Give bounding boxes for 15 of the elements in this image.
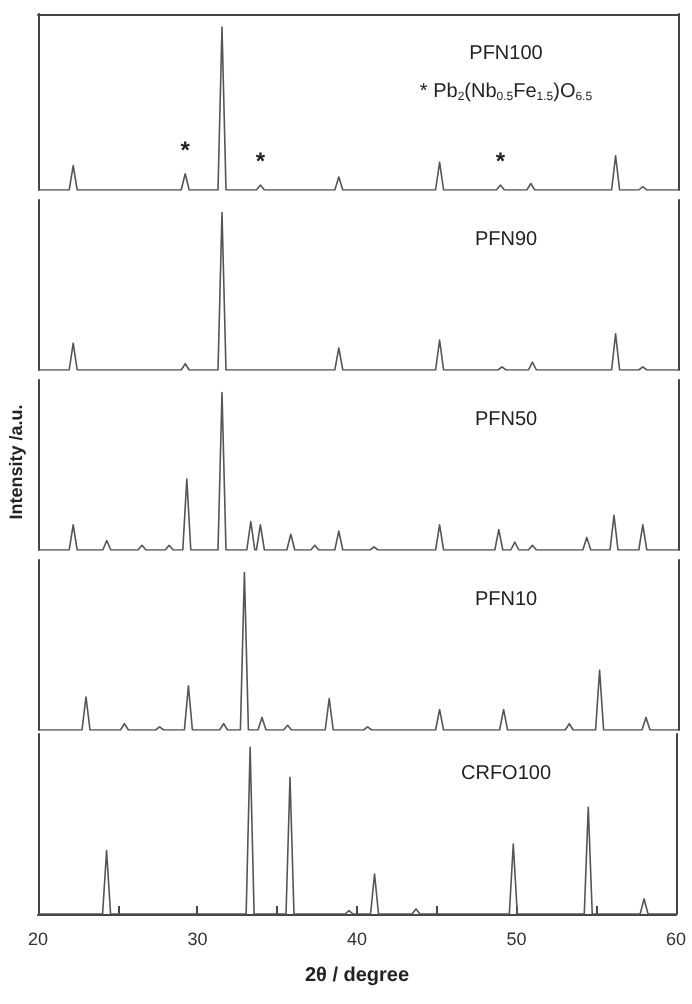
x-tick-label: 40 bbox=[346, 929, 368, 949]
annotation: * bbox=[180, 135, 191, 164]
x-tick-label: 50 bbox=[506, 929, 527, 949]
x-tick-label: 60 bbox=[665, 929, 686, 949]
y-axis-title: Intensity /a.u. bbox=[6, 404, 26, 520]
text: PFN10 bbox=[474, 589, 538, 611]
text: PFN90 bbox=[474, 229, 538, 251]
x-tick-label: 30 bbox=[187, 929, 208, 949]
annotation: * bbox=[495, 147, 506, 176]
text: PFN100 bbox=[469, 43, 544, 65]
text: CRFO100 bbox=[460, 763, 552, 785]
text: PFN50 bbox=[474, 409, 538, 431]
annotation: * bbox=[255, 147, 266, 176]
x-tick-label: 20 bbox=[27, 929, 49, 949]
x-axis-title: 2θ / degree bbox=[304, 965, 410, 987]
